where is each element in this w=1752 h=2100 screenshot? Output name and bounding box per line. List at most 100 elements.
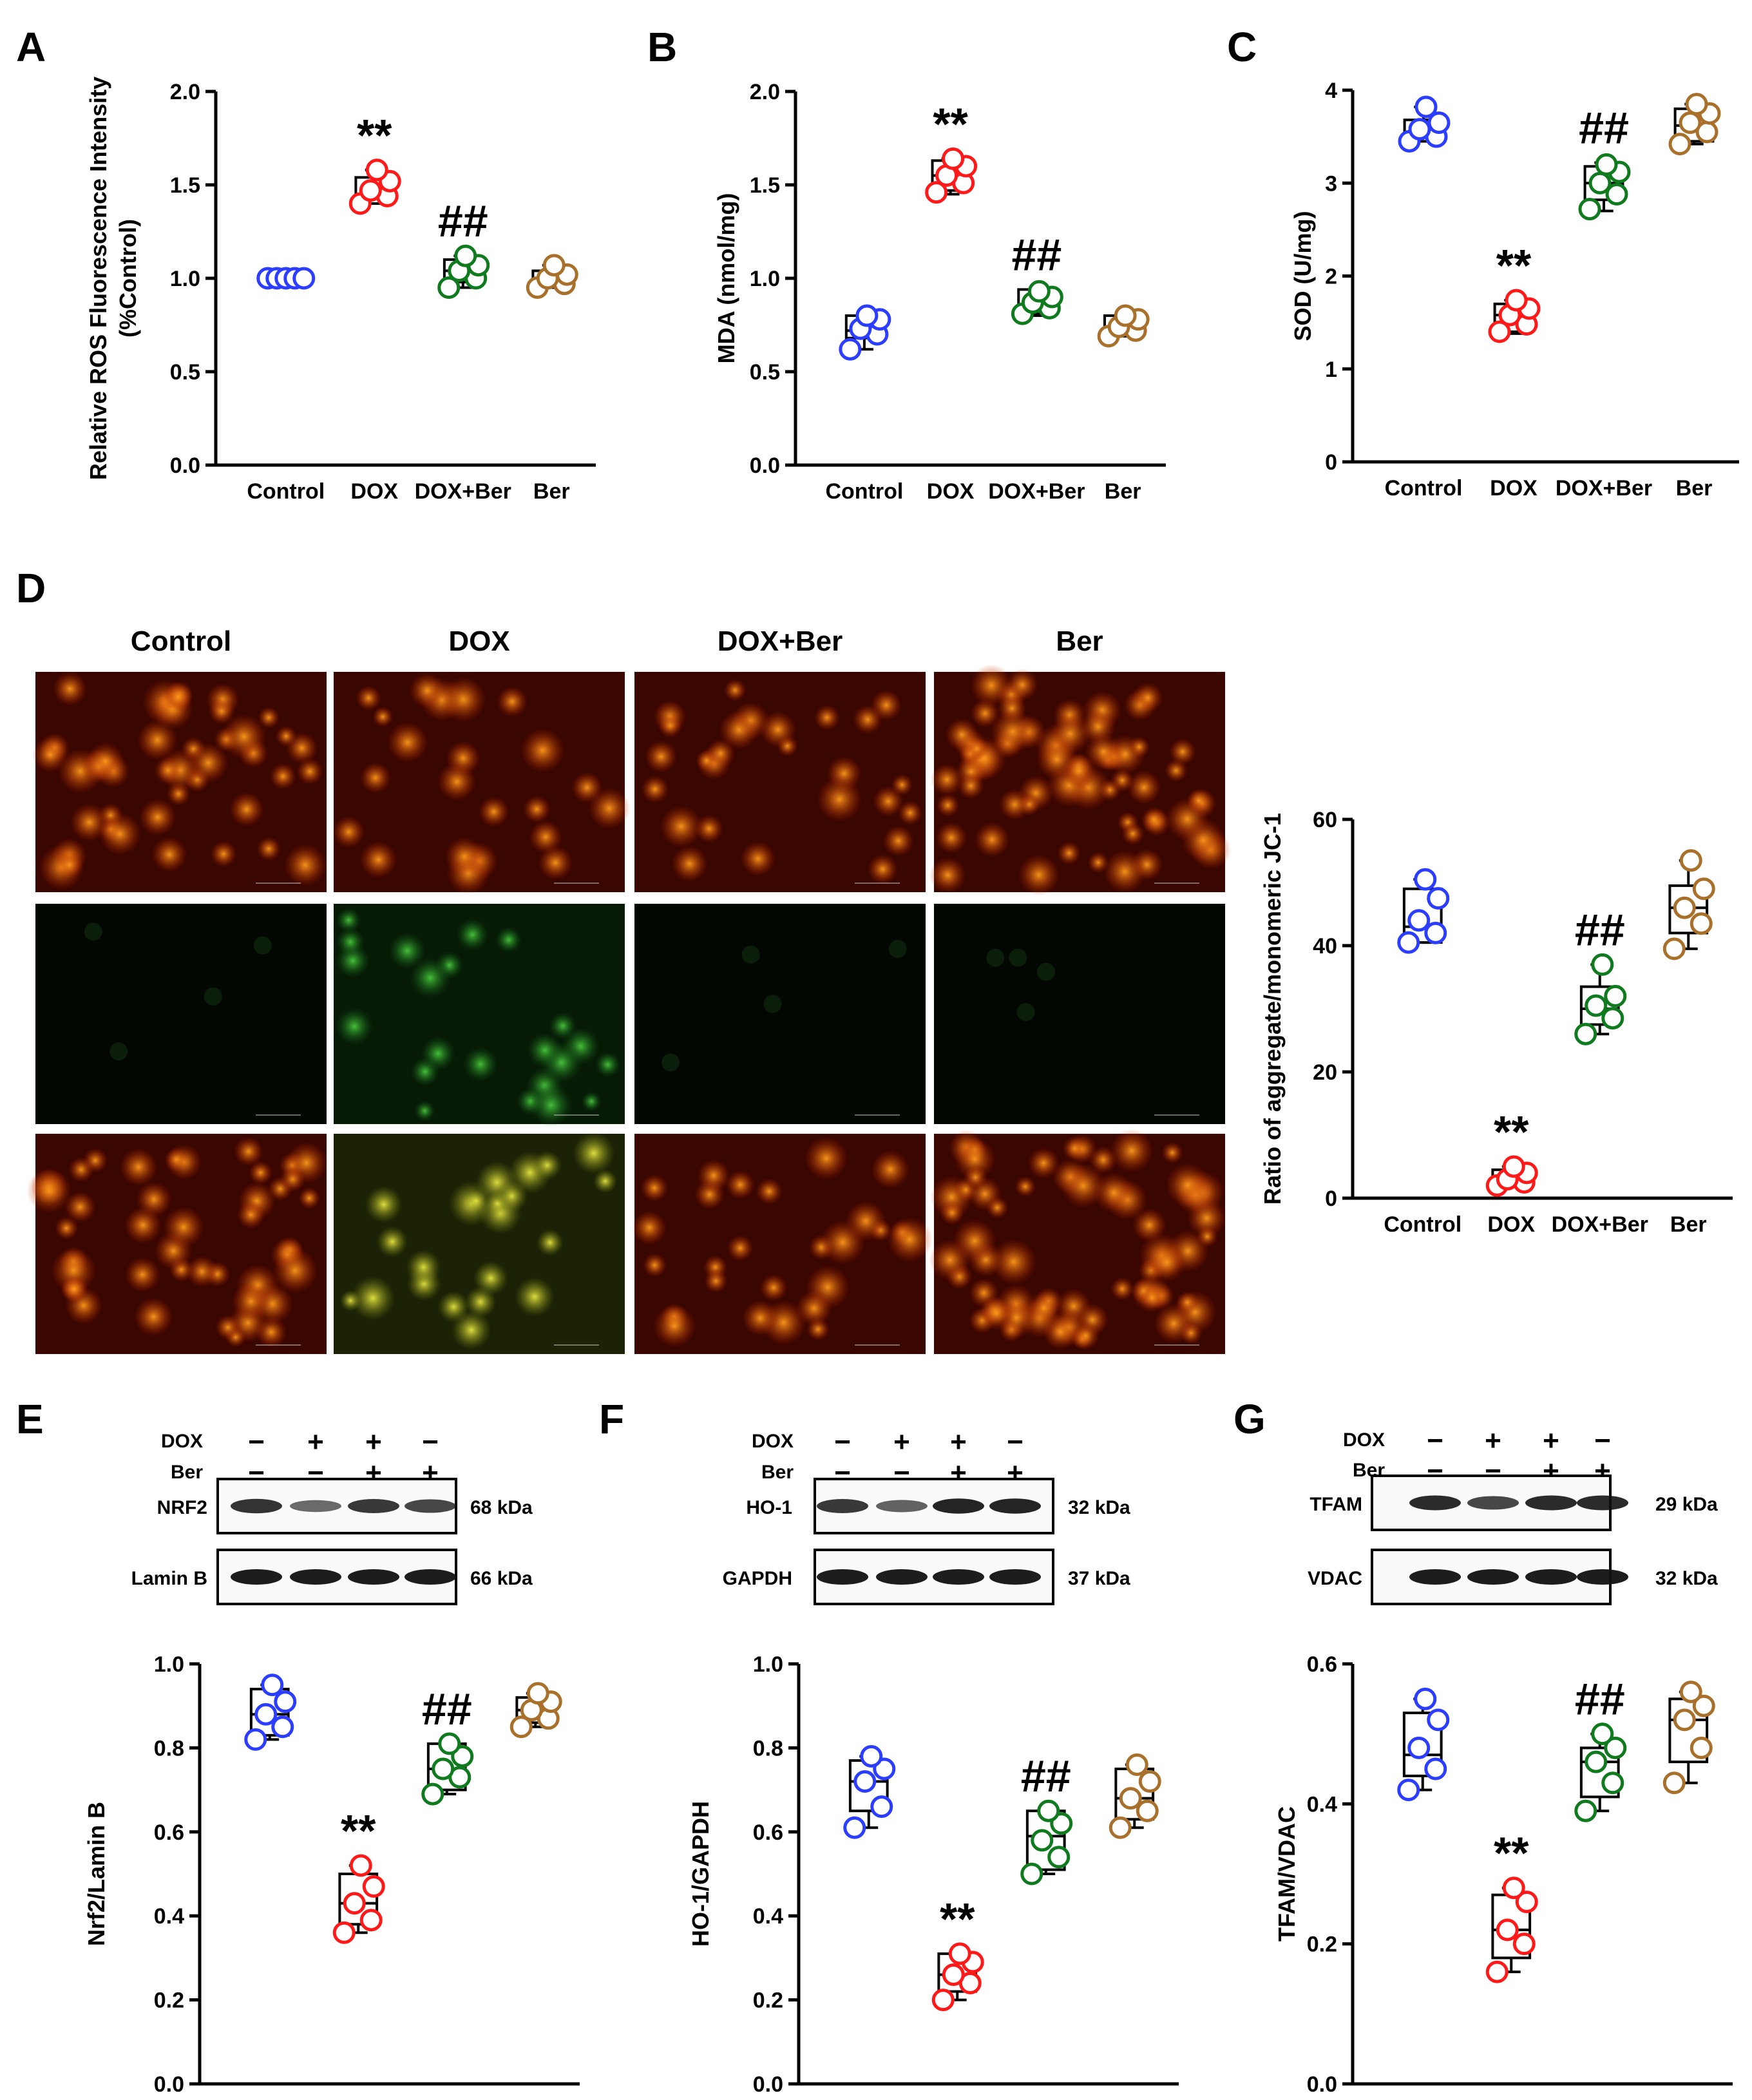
x-tick-label: Ber bbox=[1670, 1212, 1707, 1237]
box-DOX bbox=[1485, 1876, 1538, 1983]
cell bbox=[759, 711, 797, 748]
cell bbox=[873, 786, 904, 817]
y-axis-label: SOD (U/mg) bbox=[1290, 211, 1316, 341]
y-axis-label-text: SOD (U/mg) bbox=[1290, 211, 1316, 341]
cell bbox=[164, 1147, 189, 1172]
data-point bbox=[1662, 1771, 1686, 1795]
cell bbox=[406, 1250, 441, 1284]
cell bbox=[804, 1136, 848, 1180]
faint-cell bbox=[662, 1053, 680, 1072]
blot-sign: − bbox=[1007, 1426, 1024, 1458]
data-point bbox=[332, 1921, 356, 1944]
cell bbox=[336, 927, 365, 957]
cell bbox=[930, 763, 964, 796]
cell bbox=[1127, 770, 1161, 805]
blot-band bbox=[348, 1499, 399, 1513]
x-tick-label: DOX+Ber bbox=[1552, 1212, 1648, 1237]
cell bbox=[332, 816, 365, 848]
y-axis-label: TFAM/VDAC bbox=[1273, 1806, 1300, 1942]
data-point bbox=[1138, 1770, 1161, 1793]
x-tick-label: DOX bbox=[334, 2098, 382, 2100]
cell bbox=[137, 720, 178, 761]
chart-C: C 0 1 2 3 4 Control DOX DOX+Ber Ber SOD (U/mg) ** ## bbox=[1227, 24, 1739, 501]
blot-sign: − bbox=[1427, 1425, 1443, 1456]
cell bbox=[523, 795, 551, 823]
data-point bbox=[1585, 1750, 1608, 1773]
blot-band bbox=[989, 1498, 1041, 1514]
data-point bbox=[432, 1757, 455, 1780]
data-point bbox=[1601, 1771, 1624, 1795]
data-point bbox=[1125, 1753, 1148, 1776]
cell bbox=[704, 1269, 728, 1293]
cell bbox=[940, 1200, 964, 1225]
data-point bbox=[1037, 1799, 1060, 1822]
cell bbox=[935, 821, 967, 854]
blot-band bbox=[290, 1569, 341, 1585]
x-tick-label: DOX+Ber bbox=[399, 2098, 495, 2100]
data-point bbox=[1109, 1816, 1132, 1839]
blot-band bbox=[876, 1500, 928, 1513]
cell bbox=[163, 1206, 205, 1248]
cell bbox=[1147, 1243, 1186, 1282]
cell bbox=[1018, 854, 1060, 896]
y-axis-label-line: (%Control) bbox=[115, 219, 141, 338]
blot-sign: + bbox=[307, 1426, 324, 1458]
cell bbox=[258, 707, 280, 729]
micrograph-column-label: Ber bbox=[1056, 625, 1103, 657]
data-point bbox=[365, 158, 388, 182]
cell bbox=[1169, 738, 1196, 765]
y-tick-label: 0.4 bbox=[154, 1904, 184, 1929]
cell bbox=[414, 1100, 435, 1122]
y-tick-label: 0.5 bbox=[170, 360, 200, 385]
data-point bbox=[254, 1703, 278, 1726]
micrograph-column-label: DOX+Ber bbox=[718, 625, 843, 657]
y-tick-label: 60 bbox=[1313, 808, 1337, 832]
x-tick-label: DOX+Ber bbox=[415, 479, 511, 504]
y-tick-label: 1.0 bbox=[753, 1652, 783, 1677]
data-point bbox=[1427, 887, 1450, 910]
panel-label-F: F bbox=[599, 1396, 624, 1442]
cell bbox=[272, 1248, 318, 1293]
data-point bbox=[1407, 1736, 1431, 1759]
blot-band bbox=[817, 1499, 868, 1513]
cell bbox=[356, 685, 381, 711]
y-tick-label: 0 bbox=[1325, 1187, 1337, 1211]
cell bbox=[642, 1253, 667, 1277]
data-point bbox=[1397, 931, 1420, 954]
data-point bbox=[1662, 937, 1686, 960]
box-DOX+Ber bbox=[1574, 953, 1627, 1045]
cell bbox=[816, 776, 862, 822]
blot-row-label: DOX bbox=[1343, 1429, 1385, 1451]
cell bbox=[229, 792, 265, 827]
blot-protein-label: Lamin B bbox=[131, 1568, 207, 1589]
data-point bbox=[1604, 984, 1627, 1007]
cell bbox=[1196, 1226, 1218, 1247]
cell bbox=[588, 787, 631, 830]
micrograph-r1-c2 bbox=[332, 672, 631, 895]
data-point bbox=[1591, 953, 1614, 976]
box-DOX bbox=[348, 158, 401, 215]
cell bbox=[697, 1159, 730, 1192]
cell bbox=[154, 756, 182, 784]
cell bbox=[706, 739, 736, 768]
cell bbox=[1154, 1303, 1194, 1344]
y-tick-label: 0.0 bbox=[753, 2072, 783, 2097]
x-tick-label: DOX bbox=[1487, 2098, 1535, 2100]
data-point bbox=[271, 1715, 294, 1739]
cell bbox=[231, 1282, 271, 1321]
data-point bbox=[1414, 95, 1438, 119]
micrograph-r2-c4 bbox=[934, 904, 1225, 1124]
cell bbox=[795, 1290, 832, 1326]
blot-band bbox=[290, 1500, 341, 1513]
cell bbox=[1161, 1141, 1183, 1164]
blot-band bbox=[876, 1569, 928, 1585]
cell bbox=[548, 1011, 577, 1040]
blot-band bbox=[1577, 1569, 1628, 1585]
significance-marker: ## bbox=[1575, 1674, 1625, 1724]
cell bbox=[886, 1216, 933, 1263]
cell bbox=[644, 740, 678, 773]
chart-A: A 0.0 0.5 1.0 1.5 2.0 Control DOX DOX+Ber Ber Rela… bbox=[16, 24, 596, 504]
cell bbox=[694, 814, 724, 843]
